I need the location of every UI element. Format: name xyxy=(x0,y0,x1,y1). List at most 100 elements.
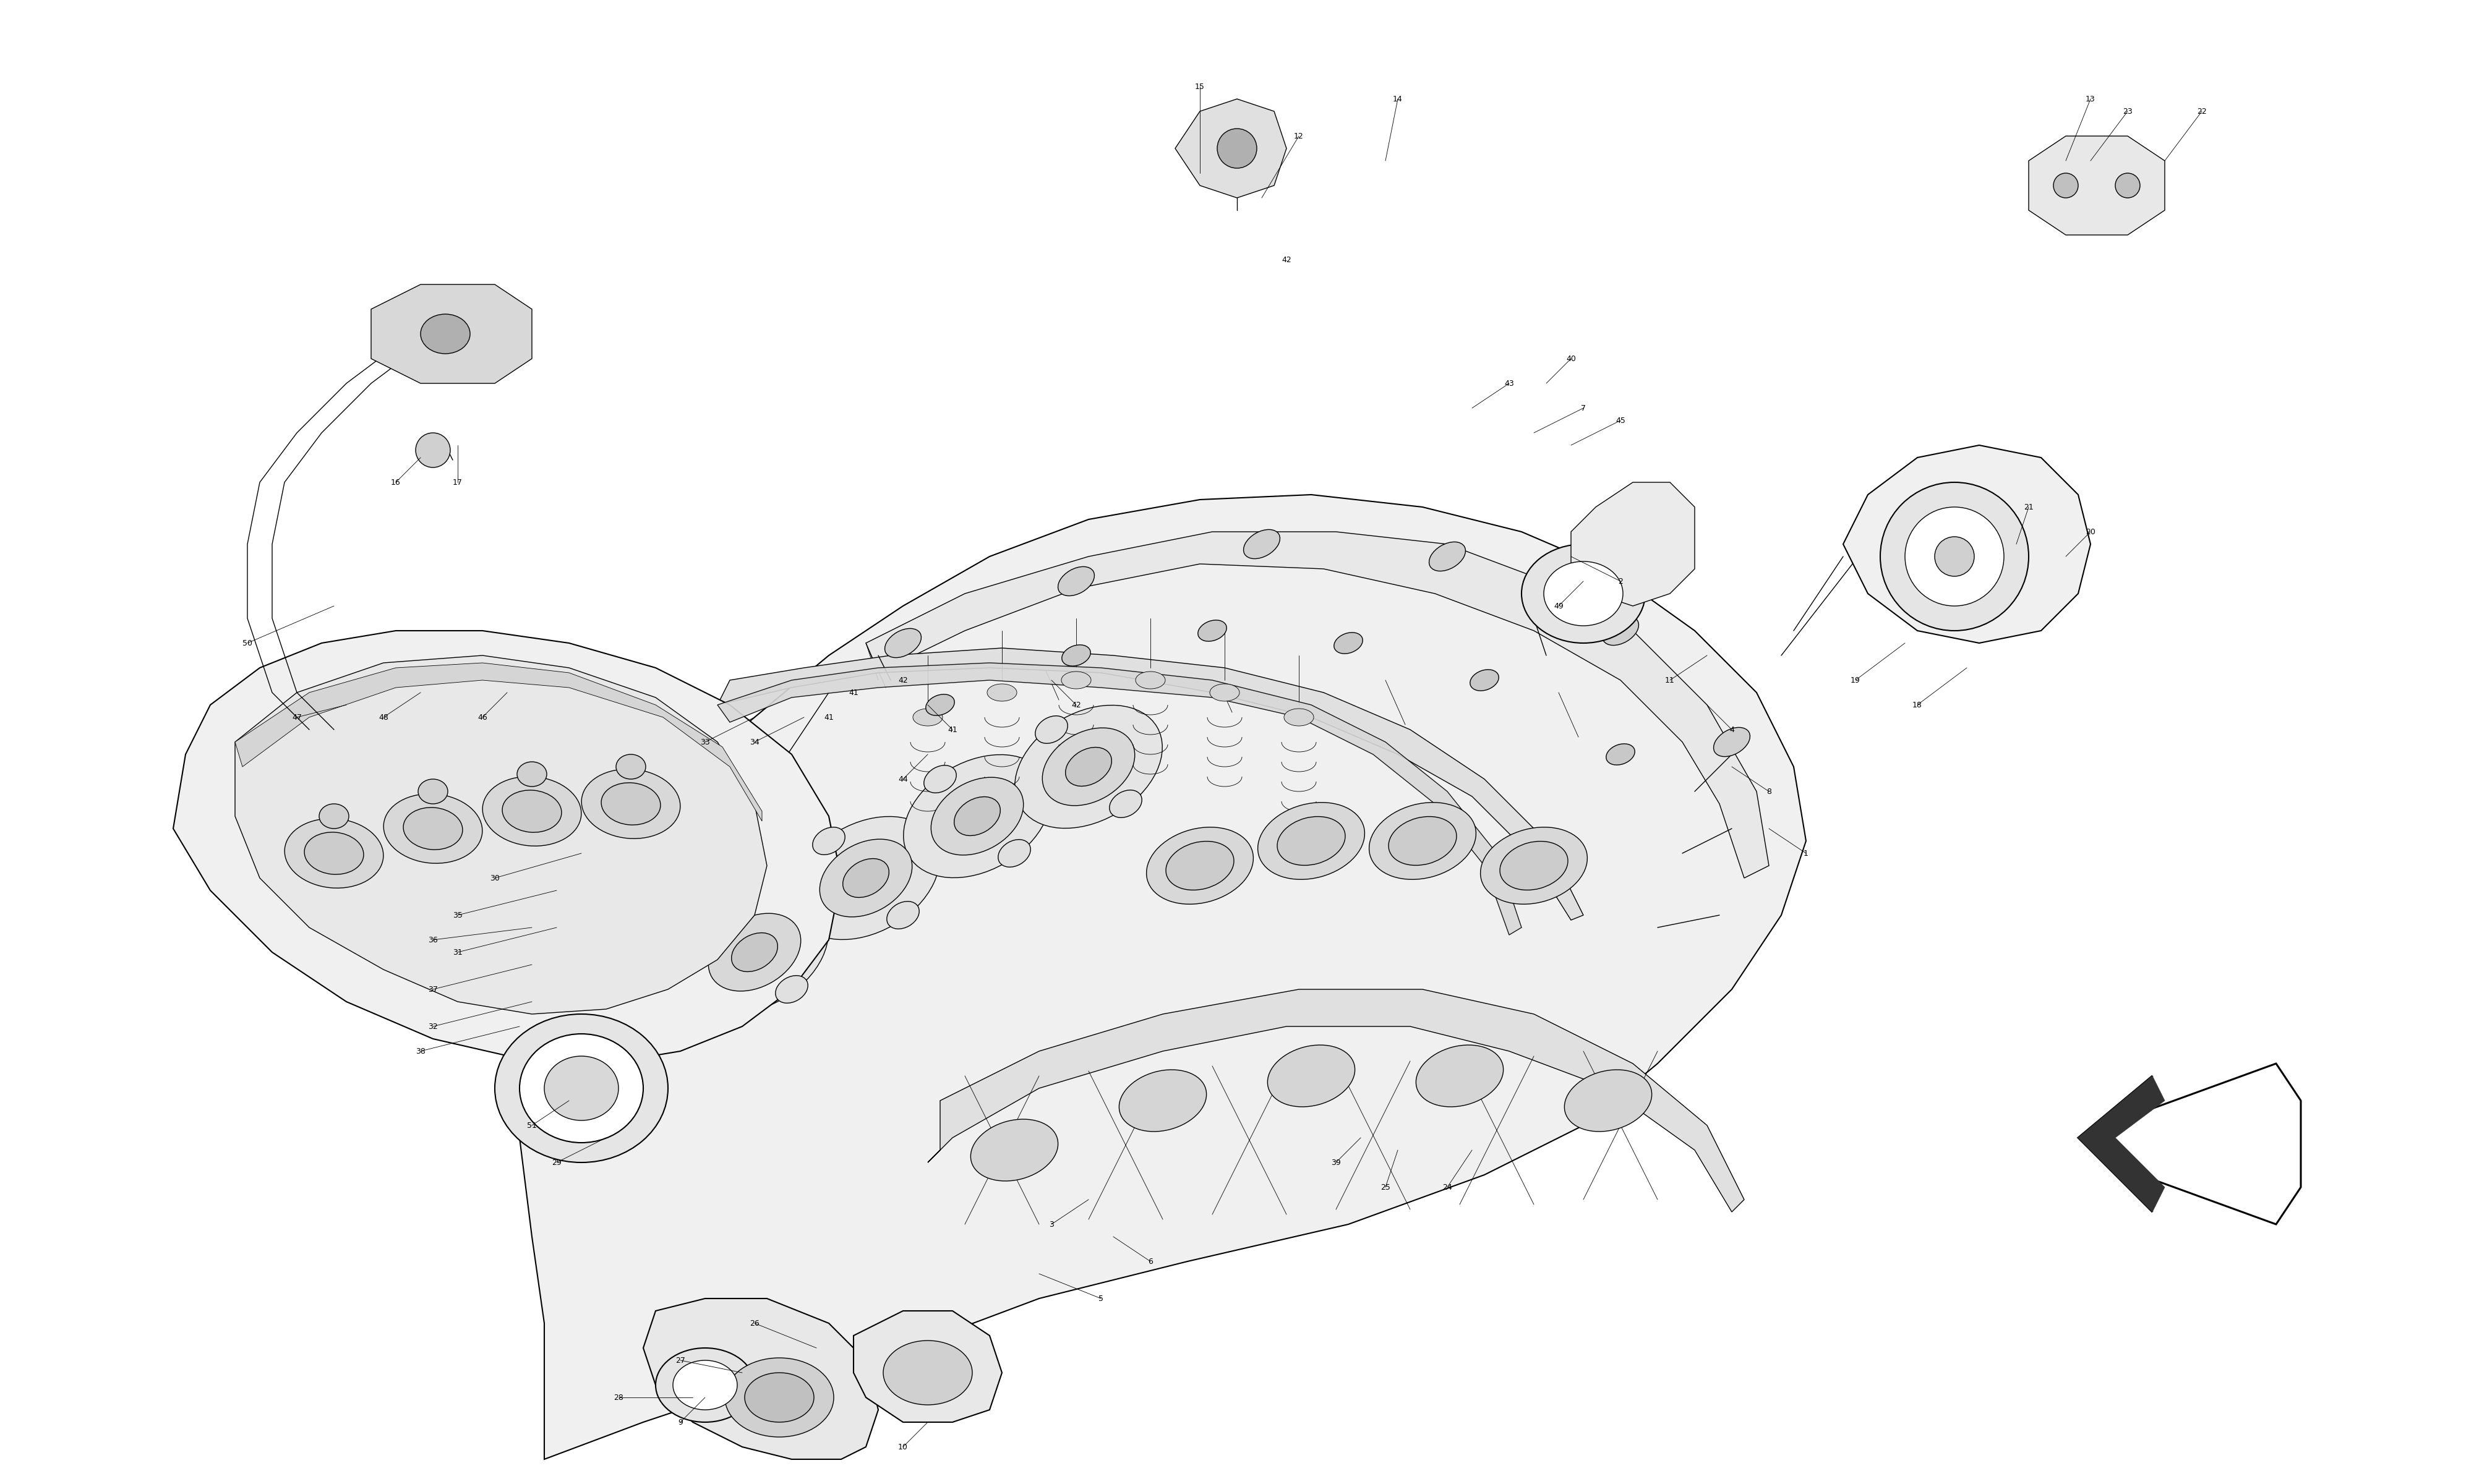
Text: 35: 35 xyxy=(453,911,463,919)
Text: 47: 47 xyxy=(292,714,302,721)
Ellipse shape xyxy=(1165,841,1235,890)
Ellipse shape xyxy=(1430,542,1465,571)
Ellipse shape xyxy=(819,838,913,917)
Ellipse shape xyxy=(1267,1045,1356,1107)
Polygon shape xyxy=(717,663,1522,935)
Ellipse shape xyxy=(923,766,957,792)
Ellipse shape xyxy=(1368,803,1477,880)
Ellipse shape xyxy=(700,901,735,929)
Ellipse shape xyxy=(1066,748,1111,787)
Ellipse shape xyxy=(418,779,448,804)
Ellipse shape xyxy=(544,1057,618,1120)
Text: 23: 23 xyxy=(2123,107,2133,116)
Text: 2: 2 xyxy=(1618,577,1623,585)
Polygon shape xyxy=(371,285,532,383)
Ellipse shape xyxy=(930,778,1024,855)
Ellipse shape xyxy=(616,754,646,779)
Polygon shape xyxy=(2029,137,2165,234)
Ellipse shape xyxy=(1136,671,1165,689)
Ellipse shape xyxy=(581,769,680,838)
Text: 6: 6 xyxy=(1148,1257,1153,1266)
Text: 18: 18 xyxy=(1912,700,1922,709)
Ellipse shape xyxy=(883,1340,972,1405)
Ellipse shape xyxy=(1197,620,1227,641)
Ellipse shape xyxy=(844,859,888,898)
Text: 41: 41 xyxy=(824,714,834,721)
Ellipse shape xyxy=(1333,632,1363,653)
Text: 19: 19 xyxy=(1851,677,1860,684)
Ellipse shape xyxy=(1714,727,1749,757)
Text: 26: 26 xyxy=(750,1319,760,1327)
Text: 42: 42 xyxy=(1282,255,1291,264)
Ellipse shape xyxy=(1257,803,1366,880)
Ellipse shape xyxy=(1108,789,1143,818)
Ellipse shape xyxy=(1042,727,1136,806)
Ellipse shape xyxy=(495,1014,668,1162)
Text: 12: 12 xyxy=(1294,132,1304,139)
Polygon shape xyxy=(643,1298,878,1459)
Text: 42: 42 xyxy=(898,677,908,684)
Ellipse shape xyxy=(1059,567,1094,595)
Ellipse shape xyxy=(987,684,1017,700)
Ellipse shape xyxy=(656,1347,755,1422)
Polygon shape xyxy=(235,663,762,821)
Text: 50: 50 xyxy=(242,640,252,647)
Ellipse shape xyxy=(886,629,920,657)
Ellipse shape xyxy=(732,933,777,972)
Text: 27: 27 xyxy=(675,1356,685,1364)
Ellipse shape xyxy=(1603,616,1638,646)
Polygon shape xyxy=(2078,1076,2165,1212)
Text: 39: 39 xyxy=(1331,1159,1341,1166)
Text: 38: 38 xyxy=(416,1048,426,1055)
Polygon shape xyxy=(717,649,1583,920)
Ellipse shape xyxy=(1118,1070,1207,1131)
Ellipse shape xyxy=(1210,684,1239,700)
Text: 10: 10 xyxy=(898,1442,908,1451)
Text: 46: 46 xyxy=(477,714,487,721)
Ellipse shape xyxy=(520,1034,643,1143)
Ellipse shape xyxy=(1277,816,1346,865)
Ellipse shape xyxy=(601,782,661,825)
Ellipse shape xyxy=(403,807,463,850)
Text: 4: 4 xyxy=(1729,726,1734,733)
Text: 45: 45 xyxy=(1616,417,1625,424)
Text: 37: 37 xyxy=(428,985,438,993)
Ellipse shape xyxy=(2115,174,2140,197)
Text: 13: 13 xyxy=(2086,95,2095,102)
Ellipse shape xyxy=(1415,1045,1504,1107)
Ellipse shape xyxy=(1034,715,1069,743)
Ellipse shape xyxy=(383,794,482,864)
Text: 1: 1 xyxy=(1804,849,1808,858)
Ellipse shape xyxy=(517,761,547,787)
Text: 24: 24 xyxy=(1442,1183,1452,1192)
Ellipse shape xyxy=(2053,174,2078,197)
Polygon shape xyxy=(1571,482,1695,605)
Ellipse shape xyxy=(811,827,846,855)
Ellipse shape xyxy=(1061,671,1091,689)
Text: 11: 11 xyxy=(1665,677,1675,684)
Ellipse shape xyxy=(1479,827,1588,904)
Ellipse shape xyxy=(1905,508,2004,605)
Polygon shape xyxy=(235,656,767,1014)
Text: 41: 41 xyxy=(849,689,858,696)
Ellipse shape xyxy=(1014,705,1163,828)
Ellipse shape xyxy=(1522,545,1645,643)
Ellipse shape xyxy=(925,695,955,715)
Ellipse shape xyxy=(285,819,383,887)
Ellipse shape xyxy=(970,1119,1059,1181)
Ellipse shape xyxy=(774,975,809,1003)
Ellipse shape xyxy=(673,1361,737,1410)
Polygon shape xyxy=(854,1310,1002,1422)
Ellipse shape xyxy=(886,901,920,929)
Text: 30: 30 xyxy=(490,874,500,881)
Ellipse shape xyxy=(680,890,829,1014)
Ellipse shape xyxy=(955,797,999,835)
Ellipse shape xyxy=(1544,561,1623,626)
Text: 51: 51 xyxy=(527,1122,537,1129)
Ellipse shape xyxy=(725,1358,834,1437)
Ellipse shape xyxy=(913,708,943,726)
Ellipse shape xyxy=(997,840,1032,867)
Ellipse shape xyxy=(304,833,364,874)
Ellipse shape xyxy=(1880,482,2029,631)
Ellipse shape xyxy=(1061,646,1091,666)
